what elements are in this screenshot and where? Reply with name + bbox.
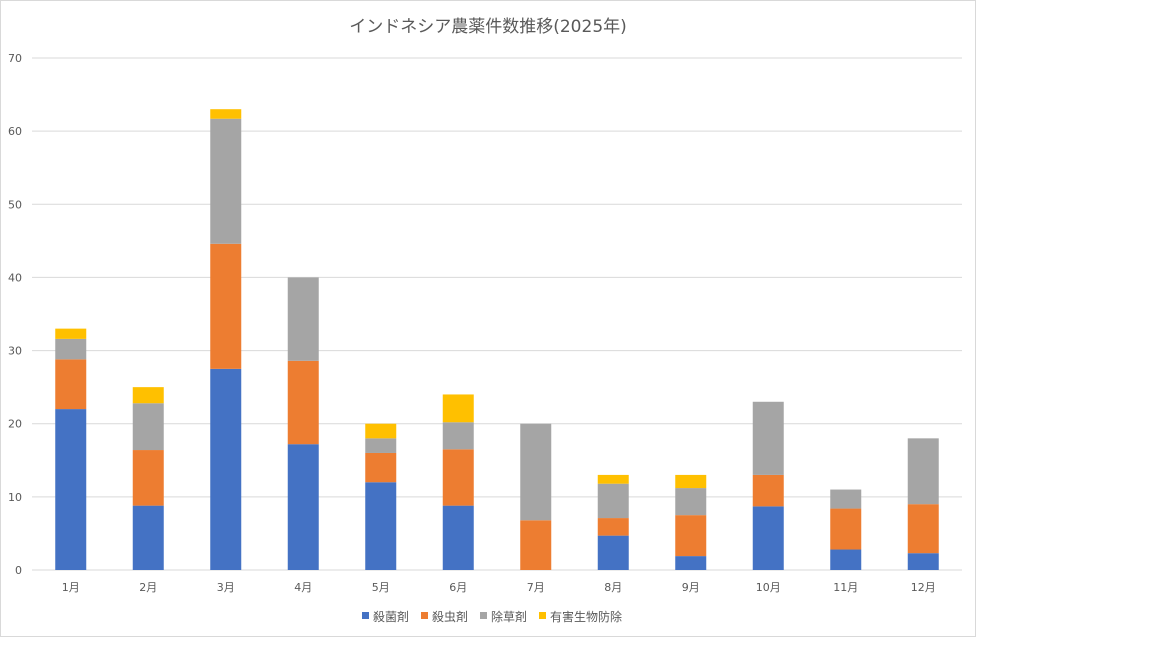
bar-segment: [752, 401, 784, 475]
bar-segment: [132, 403, 164, 451]
y-tick-label: 20: [8, 418, 22, 431]
bar-segment: [132, 387, 164, 404]
bar-segment: [597, 535, 629, 570]
x-tick-label: 3月: [217, 581, 235, 594]
bar-segment: [442, 422, 474, 450]
y-tick-label: 40: [8, 271, 22, 284]
bar-segment: [132, 450, 164, 506]
bar-segment: [55, 328, 87, 339]
x-tick-label: 2月: [139, 581, 157, 594]
bar-segment: [442, 394, 474, 423]
bar-segment: [675, 488, 707, 516]
legend-label: 殺菌剤: [373, 609, 409, 624]
bar-segment: [55, 409, 87, 570]
y-tick-label: 0: [15, 564, 22, 577]
y-tick-label: 70: [8, 52, 22, 65]
bar-segment: [287, 444, 319, 570]
bars: [55, 109, 939, 570]
bar-segment: [907, 504, 939, 554]
bar-segment: [675, 556, 707, 570]
y-tick-label: 60: [8, 125, 22, 138]
bar-segment: [830, 489, 862, 509]
x-tick-label: 10月: [756, 581, 781, 594]
bar-segment: [210, 109, 242, 119]
bar-segment: [597, 474, 629, 484]
bar-segment: [830, 549, 862, 570]
bar-segment: [520, 423, 552, 521]
bar-segment: [55, 359, 87, 410]
bar-segment: [830, 508, 862, 550]
bar-segment: [597, 518, 629, 536]
bar-segment: [675, 474, 707, 489]
bar-segment: [597, 483, 629, 519]
legend-label: 殺虫剤: [432, 609, 468, 624]
bar-segment: [210, 118, 242, 244]
y-tick-label: 10: [8, 491, 22, 504]
x-tick-label: 4月: [294, 581, 312, 594]
bar-segment: [365, 423, 397, 439]
bar-segment: [442, 505, 474, 570]
x-tick-label: 1月: [62, 581, 80, 594]
bar-segment: [442, 449, 474, 506]
x-tick-label: 8月: [604, 581, 622, 594]
x-tick-label: 5月: [372, 581, 390, 594]
gridlines: [32, 57, 962, 571]
bar-segment: [907, 553, 939, 570]
bar-segment: [675, 515, 707, 557]
legend-swatch: [421, 612, 428, 619]
y-axis-labels: 0 10 20 30 40 50 60 70: [8, 52, 22, 577]
bar-segment: [752, 474, 784, 507]
bar-segment: [520, 520, 552, 570]
x-axis-labels: 1月 2月 3月 4月 5月 6月 7月 8月 9月 10月 11月 12月: [62, 581, 936, 594]
bar-segment: [365, 452, 397, 483]
bar-segment: [210, 368, 242, 570]
x-tick-label: 11月: [833, 581, 858, 594]
bar-segment: [907, 438, 939, 505]
bar-segment: [752, 506, 784, 570]
legend-swatch: [480, 612, 487, 619]
legend-label: 除草剤: [491, 609, 527, 624]
legend: 殺菌剤 殺虫剤 除草剤 有害生物防除: [362, 609, 622, 624]
x-tick-label: 7月: [527, 581, 545, 594]
bar-segment: [55, 338, 87, 360]
legend-swatch: [539, 612, 546, 619]
x-tick-label: 6月: [449, 581, 467, 594]
y-tick-label: 30: [8, 345, 22, 358]
bar-segment: [365, 482, 397, 570]
chart-title: インドネシア農薬件数推移(2025年): [349, 17, 627, 37]
x-tick-label: 12月: [911, 581, 936, 594]
bar-segment: [287, 277, 319, 361]
bar-segment: [132, 505, 164, 570]
bar-segment: [210, 243, 242, 369]
y-tick-label: 50: [8, 198, 22, 211]
bar-segment: [365, 438, 397, 453]
legend-label: 有害生物防除: [550, 609, 622, 624]
bar-segment: [287, 360, 319, 445]
legend-swatch: [362, 612, 369, 619]
x-tick-label: 9月: [682, 581, 700, 594]
